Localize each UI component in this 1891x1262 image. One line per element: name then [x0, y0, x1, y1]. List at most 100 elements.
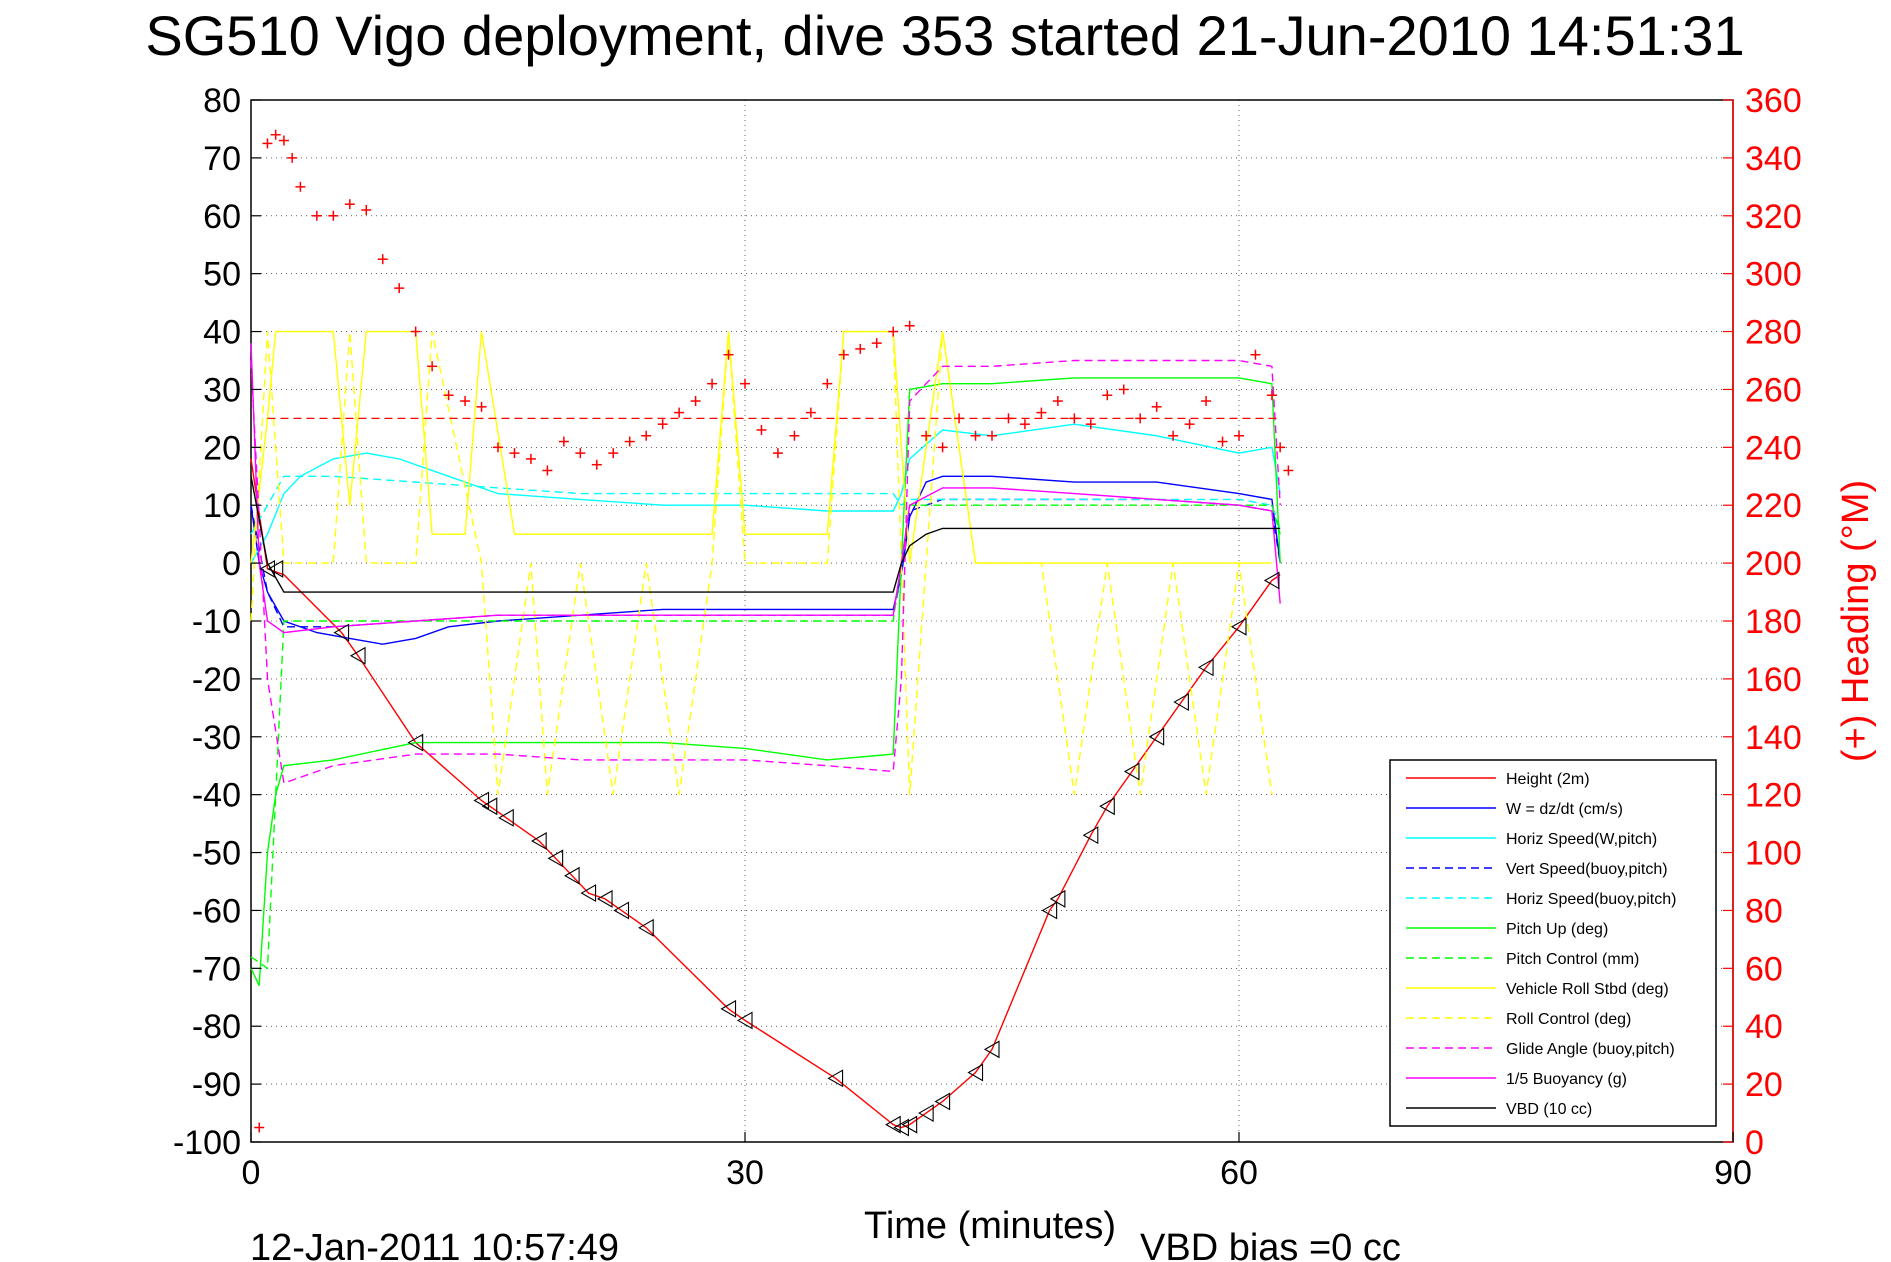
series-line-7 [250, 330, 1272, 564]
heading-point [262, 138, 273, 149]
heading-point [624, 436, 635, 447]
heading-point [723, 349, 734, 360]
legend-label: Horiz Speed(buoy,pitch) [1506, 891, 1676, 908]
height-marker [349, 646, 366, 665]
legend-label: W = dz/dt (cm/s) [1506, 801, 1623, 818]
legend-label: Pitch Up (deg) [1506, 921, 1608, 938]
heading-point [558, 436, 569, 447]
heading-point [608, 448, 619, 459]
right-tick-label: 260 [1745, 371, 1802, 409]
heading-point [344, 199, 355, 210]
heading-point [1102, 390, 1113, 401]
height-marker [918, 1104, 934, 1123]
right-tick-label: 280 [1745, 314, 1802, 352]
heading-point [789, 430, 800, 441]
right-tick-label: 100 [1745, 835, 1802, 873]
heading-point [756, 424, 767, 435]
legend-label: Glide Angle (buoy,pitch) [1506, 1041, 1675, 1058]
height-marker [407, 733, 424, 752]
heading-point [838, 349, 849, 360]
left-tick-label: -100 [173, 1124, 241, 1162]
series-line-6 [250, 504, 1281, 970]
height-marker [580, 884, 597, 903]
heading-point [1036, 407, 1047, 418]
heading-point [460, 396, 471, 407]
height-marker [531, 832, 547, 850]
height-marker [736, 1011, 753, 1030]
right-tick-label: 60 [1745, 950, 1783, 988]
heading-layer [254, 129, 1294, 1133]
series-line-0 [250, 458, 1281, 1129]
bottom-tick-label: 30 [726, 1154, 764, 1192]
heading-point [328, 210, 339, 221]
heading-point [904, 320, 915, 331]
legend-label: 1/5 Buoyancy (g) [1506, 1071, 1627, 1088]
height-marker [498, 808, 514, 827]
height-marker [563, 866, 580, 885]
heading-point [1085, 419, 1096, 430]
heading-point [361, 204, 372, 215]
heading-point [575, 448, 586, 459]
heading-point [707, 378, 718, 389]
height-marker [547, 849, 564, 868]
height-marker [1173, 693, 1189, 711]
series-line-9 [250, 359, 1281, 785]
series-line-8 [250, 330, 1273, 795]
heading-point [1283, 465, 1294, 476]
heading-point [855, 343, 866, 354]
left-tick-label: 60 [203, 198, 241, 236]
footer-timestamp: 12-Jan-2011 10:57:49 [250, 1227, 619, 1262]
height-marker [613, 901, 630, 920]
right-tick-label: 140 [1745, 719, 1802, 757]
legend-label: Pitch Control (mm) [1506, 951, 1639, 968]
heading-point [1266, 390, 1277, 401]
footer-vbd-bias: VBD bias =0 cc [1140, 1227, 1401, 1262]
heading-point [1201, 396, 1212, 407]
heading-point [493, 442, 503, 453]
heading-point [377, 254, 388, 265]
height-marker [638, 918, 654, 937]
height-marker [333, 623, 350, 642]
heading-point [287, 152, 298, 163]
right-tick-label: 360 [1745, 82, 1802, 120]
left-axis-ticks: 80 70 60 50 40 30 20 10 0 -10 -20 -30 -40 -50 -60 -70 -8… [173, 82, 261, 1162]
right-tick-label: 220 [1745, 487, 1802, 525]
heading-point [690, 396, 701, 407]
marker-layer [259, 559, 1280, 1137]
right-tick-label: 300 [1745, 256, 1802, 294]
heading-point [1234, 430, 1244, 441]
heading-point [1151, 401, 1162, 412]
legend-label: Height (2m) [1506, 771, 1590, 788]
heading-point [1118, 384, 1129, 395]
heading-point [674, 407, 685, 418]
left-tick-label: 70 [203, 140, 241, 178]
left-tick-label: -80 [192, 1008, 241, 1046]
heading-point [1217, 436, 1228, 447]
heading-point [542, 465, 553, 476]
right-tick-label: 80 [1745, 892, 1783, 930]
height-marker [827, 1069, 844, 1088]
bottom-tick-label: 60 [1220, 1154, 1258, 1192]
right-tick-label: 40 [1745, 1008, 1783, 1046]
heading-point [270, 129, 281, 140]
height-marker [1148, 727, 1165, 746]
height-marker [983, 1040, 1000, 1059]
heading-point [295, 181, 306, 192]
heading-point [311, 210, 322, 221]
height-marker [1263, 571, 1280, 590]
height-marker [934, 1092, 951, 1111]
height-marker [720, 999, 737, 1018]
series-line-1 [250, 475, 1281, 645]
heading-point [443, 390, 454, 401]
left-tick-label: -70 [192, 950, 241, 988]
series-line-11 [250, 476, 1281, 593]
height-marker [1082, 826, 1099, 845]
left-tick-label: 50 [203, 256, 241, 294]
legend-label: Vehicle Roll Stbd (deg) [1506, 981, 1669, 998]
heading-point [805, 407, 816, 418]
heading-point [937, 442, 948, 453]
bottom-tick-label: 0 [242, 1154, 261, 1192]
heading-point [888, 326, 899, 337]
left-tick-label: -20 [192, 661, 241, 699]
